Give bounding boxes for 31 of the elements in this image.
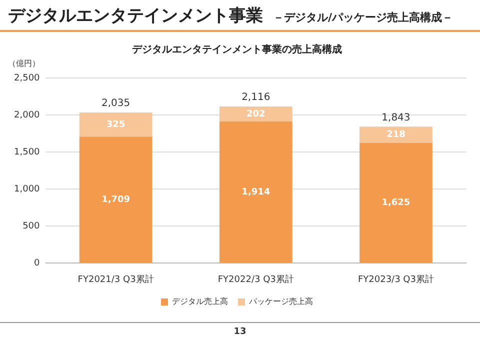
x-tick-label: FY2023/3 Q3累計 bbox=[358, 274, 434, 285]
y-tick-label: 2,000 bbox=[14, 110, 40, 120]
x-tick-label: FY2022/3 Q3累計 bbox=[218, 274, 294, 285]
y-tick-label: 2,500 bbox=[14, 73, 40, 84]
total-label: 2,035 bbox=[101, 98, 130, 110]
legend-label: パッケージ売上高 bbox=[248, 297, 313, 306]
bar bbox=[79, 112, 152, 137]
data-label: 1,625 bbox=[382, 198, 410, 208]
data-label: 1,914 bbox=[242, 187, 270, 198]
data-label: 1,709 bbox=[102, 194, 130, 205]
data-label: 202 bbox=[246, 109, 266, 120]
bar bbox=[360, 142, 432, 263]
total-label: 2,116 bbox=[242, 92, 270, 104]
text: デジタルエンタテインメント事業 bbox=[8, 5, 263, 27]
chart-subtitle: －デジタル/パッケージ売上高構成－ bbox=[273, 10, 454, 25]
bar bbox=[360, 126, 432, 143]
bar bbox=[219, 121, 292, 263]
y-axis-title: （億円） bbox=[8, 59, 40, 68]
total-label: 1,843 bbox=[382, 112, 410, 124]
y-tick-label: 1,000 bbox=[14, 184, 40, 194]
text: 13 bbox=[232, 327, 248, 337]
data-label: 325 bbox=[106, 120, 126, 130]
y-tick-label: 500 bbox=[22, 222, 40, 232]
y-tick-label: 1,500 bbox=[14, 147, 40, 158]
bar bbox=[79, 136, 152, 263]
chart-title: デジタルエンタテインメント事業の売上高構成 bbox=[132, 44, 342, 56]
legend-label: デジタル売上高 bbox=[172, 297, 228, 306]
x-tick-label: FY2021/3 Q3累計 bbox=[78, 274, 154, 285]
bar bbox=[219, 106, 292, 122]
y-tick-label: 0 bbox=[34, 258, 40, 269]
data-label: 218 bbox=[386, 130, 406, 140]
